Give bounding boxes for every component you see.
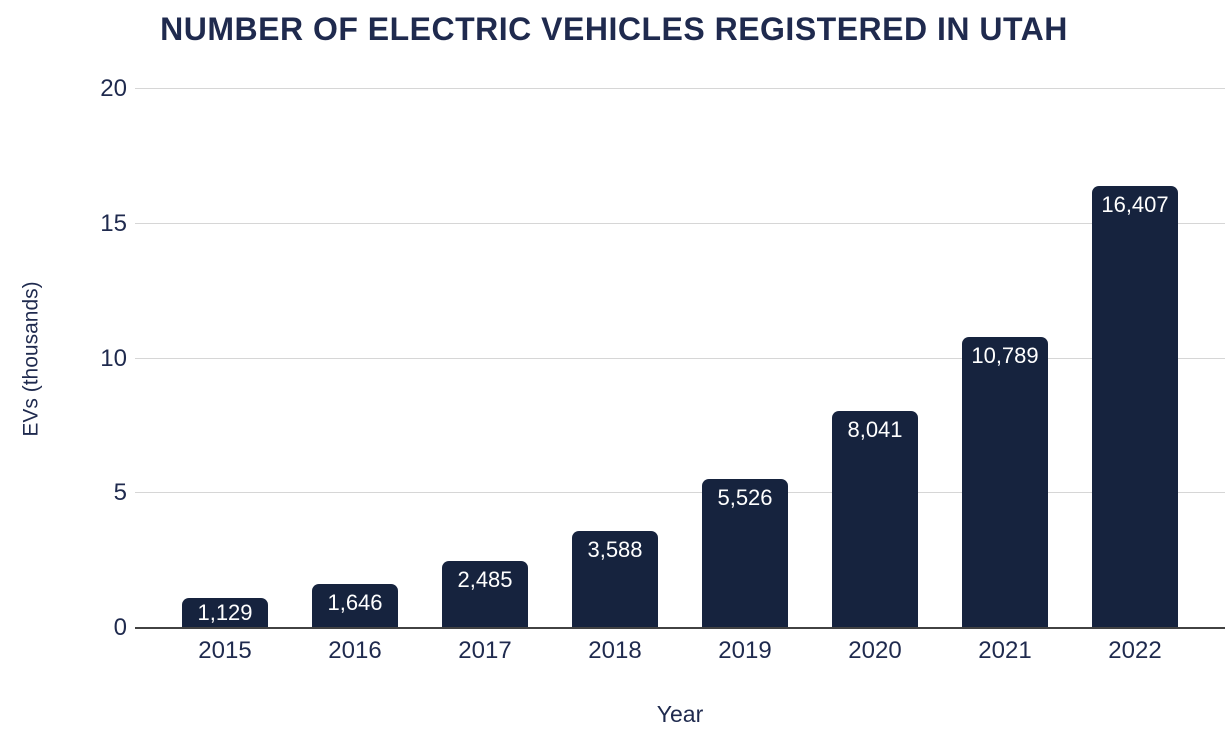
bar-slot-2017: 2,485 (420, 89, 550, 628)
bar-value-label-2018: 3,588 (587, 537, 643, 563)
bar-value-label-2019: 5,526 (717, 485, 773, 511)
bar-value-label-2017: 2,485 (457, 567, 513, 593)
bar-slot-2020: 8,041 (810, 89, 940, 628)
x-tick-label-2019: 2019 (718, 637, 772, 664)
bars-group: 1,129 1,646 2,485 3,588 5,526 8,041 10,789 16,4… (160, 89, 1200, 628)
gridline-15 (135, 222, 1225, 224)
x-axis-tick-labels: 2015 2016 2017 2018 2019 2020 2021 2022 (160, 637, 1200, 665)
bar-2022: 16,407 (1092, 185, 1178, 628)
bar-value-label-2021: 10,789 (971, 343, 1039, 369)
x-axis-line (135, 627, 1225, 629)
bar-slot-2022: 16,407 (1070, 89, 1200, 628)
y-tick-label-10: 10 (100, 344, 127, 372)
bar-2017: 2,485 (442, 561, 528, 628)
bar-slot-2019: 5,526 (680, 89, 810, 628)
gridline-5 (135, 492, 1225, 494)
bar-2016: 1,646 (312, 583, 398, 628)
x-tick-label-2017: 2017 (458, 637, 512, 664)
bar-slot-2015: 1,129 (160, 89, 290, 628)
y-tick-label-15: 15 (100, 209, 127, 237)
x-tick-label-2018: 2018 (588, 637, 642, 664)
x-tick-label-2022: 2022 (1108, 637, 1162, 664)
x-tick-label-2021: 2021 (978, 637, 1032, 664)
y-tick-label-20: 20 (100, 75, 127, 102)
bar-2020: 8,041 (832, 411, 918, 628)
x-tick-label-2020: 2020 (848, 637, 902, 664)
plot-area: 1,129 1,646 2,485 3,588 5,526 8,041 10,789 16,4… (135, 88, 1225, 629)
y-tick-label-5: 5 (113, 479, 127, 507)
bar-2015: 1,129 (182, 597, 268, 628)
bar-2018: 3,588 (572, 531, 658, 628)
x-tick-label-2015: 2015 (198, 637, 252, 664)
bar-value-label-2020: 8,041 (847, 417, 903, 443)
y-axis-tick-labels: 0 5 10 15 20 (0, 75, 127, 641)
gridline-10 (135, 357, 1225, 359)
gridline-20 (135, 88, 1225, 89)
bar-2021: 10,789 (962, 337, 1048, 628)
chart-title: NUMBER OF ELECTRIC VEHICLES REGISTERED I… (160, 11, 1068, 47)
bar-value-label-2022: 16,407 (1101, 191, 1169, 217)
bar-2019: 5,526 (702, 479, 788, 628)
bar-slot-2018: 3,588 (550, 89, 680, 628)
bar-value-label-2015: 1,129 (197, 599, 253, 625)
bar-slot-2021: 10,789 (940, 89, 1070, 628)
y-tick-label-0: 0 (113, 614, 127, 641)
bar-slot-2016: 1,646 (290, 89, 420, 628)
x-axis-title: Year (656, 701, 704, 727)
x-tick-label-2016: 2016 (328, 637, 382, 664)
bar-value-label-2016: 1,646 (327, 589, 383, 615)
